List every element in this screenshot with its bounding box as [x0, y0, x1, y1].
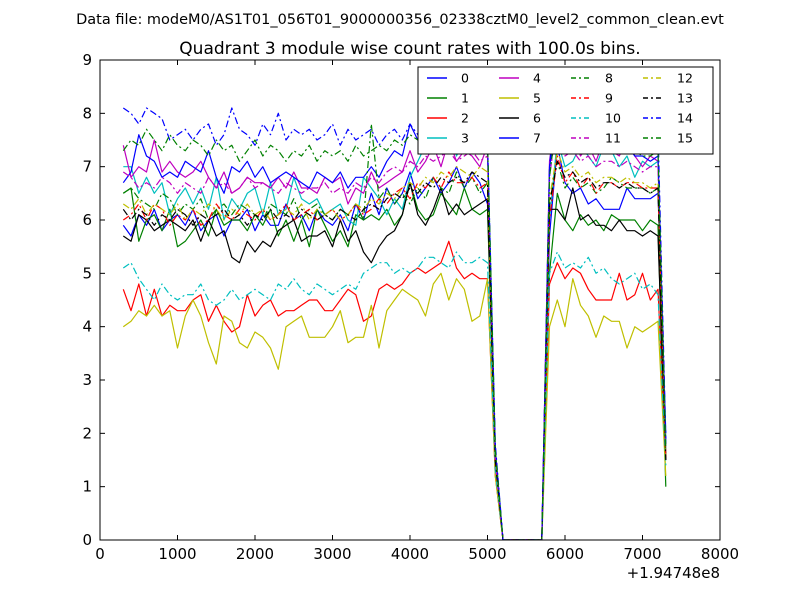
legend-entry-6: 6: [499, 111, 541, 126]
legend-entry-12: 12: [643, 71, 693, 86]
legend-label: 2: [461, 111, 469, 126]
legend-label: 14: [677, 111, 693, 126]
series-layer: [122, 80, 667, 540]
series-line-11: [122, 118, 667, 540]
legend-entry-11: 11: [571, 131, 621, 146]
series-line-5: [122, 272, 667, 540]
chart-title: Quadrant 3 module wise count rates with …: [179, 39, 640, 59]
legend-label: 5: [533, 91, 541, 106]
legend-entry-13: 13: [643, 91, 693, 106]
legend-entry-3: 3: [427, 131, 469, 146]
legend-label: 7: [533, 131, 541, 146]
legend-label: 12: [677, 71, 693, 86]
legend-label: 15: [677, 131, 693, 146]
x-tick-label: 5000: [468, 545, 506, 563]
series-line-13: [122, 160, 667, 540]
x-tick-label: 7000: [623, 545, 661, 563]
x-tick-label: 0: [95, 545, 105, 563]
x-offset-label: +1.94748e8: [627, 564, 720, 582]
x-tick-label: 8000: [701, 545, 739, 563]
y-tick-label: 4: [82, 318, 92, 336]
legend-entry-1: 1: [427, 91, 469, 106]
legend-entry-8: 8: [571, 71, 613, 86]
legend-label: 9: [605, 91, 613, 106]
legend-entry-15: 15: [643, 131, 693, 146]
y-tick-label: 9: [82, 51, 92, 69]
legend-entry-14: 14: [643, 111, 693, 126]
y-tick-label: 5: [82, 264, 92, 282]
x-tick-label: 6000: [546, 545, 584, 563]
legend-label: 10: [605, 111, 621, 126]
y-tick-label: 6: [82, 211, 92, 229]
legend-entry-4: 4: [499, 71, 541, 86]
legend-label: 1: [461, 91, 469, 106]
y-tick-label: 0: [82, 531, 92, 549]
legend-entry-2: 2: [427, 111, 469, 126]
y-tick-label: 1: [82, 478, 92, 496]
legend-label: 4: [533, 71, 541, 86]
series-line-6: [122, 182, 667, 540]
legend-frame: [417, 66, 714, 155]
series-line-2: [122, 240, 667, 540]
legend-label: 11: [605, 131, 621, 146]
legend-label: 3: [461, 131, 469, 146]
x-tick-label: 1000: [158, 545, 196, 563]
series-line-10: [122, 251, 667, 540]
x-tick-label: 3000: [313, 545, 351, 563]
legend-entry-7: 7: [499, 131, 541, 146]
legend-label: 0: [461, 71, 469, 86]
series-line-15: [122, 112, 667, 540]
legend-entry-9: 9: [571, 91, 613, 106]
legend-label: 13: [677, 91, 693, 106]
legend-label: 8: [605, 71, 613, 86]
x-axis: 0 1000 2000 3000 4000 5000 6000 7000 8000: [95, 60, 739, 563]
x-tick-label: 4000: [391, 545, 429, 563]
y-tick-label: 2: [82, 424, 92, 442]
legend-entry-0: 0: [427, 71, 469, 86]
series-line-1: [122, 182, 667, 540]
y-tick-label: 7: [82, 158, 92, 176]
series-line-9: [122, 155, 667, 540]
legend-label: 6: [533, 111, 541, 126]
series-line-12: [122, 150, 667, 540]
legend-entry-5: 5: [499, 91, 541, 106]
y-tick-label: 3: [82, 371, 92, 389]
y-tick-label: 8: [82, 104, 92, 122]
x-tick-label: 2000: [236, 545, 274, 563]
plot-area: 0 1000 2000 3000 4000 5000 6000 7000 8000 012345…: [82, 51, 739, 582]
supertitle: Data file: modeM0/AS1T01_056T01_90000003…: [76, 12, 724, 28]
series-line-8: [122, 123, 667, 540]
legend-entry-10: 10: [571, 111, 621, 126]
